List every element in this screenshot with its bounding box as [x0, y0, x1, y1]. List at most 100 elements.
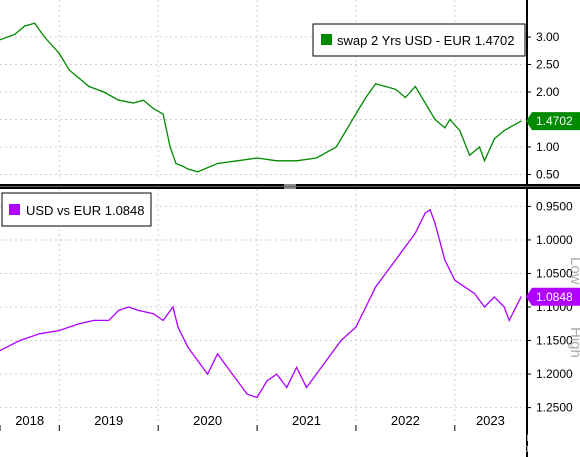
- top-ytick-label: 3.00: [536, 30, 560, 44]
- bottom-ytick-label: 1.2000: [536, 367, 573, 381]
- top-y-axis-area: [528, 0, 580, 184]
- bottom-data-point: [127, 306, 130, 308]
- top-last-value: 1.4702: [536, 114, 573, 128]
- bottom-data-point: [375, 286, 377, 288]
- top-data-point: [296, 160, 298, 162]
- bottom-ytick-label: 1.1500: [536, 334, 573, 348]
- top-data-point: [483, 160, 486, 162]
- bottom-data-point: [286, 386, 288, 389]
- top-data-point: [414, 85, 416, 88]
- bottom-data-point: [305, 386, 308, 389]
- top-data-point: [118, 99, 120, 101]
- top-data-point: [236, 160, 238, 162]
- top-data-point: [175, 162, 177, 165]
- bottom-data-point: [216, 353, 219, 355]
- bottom-data-point: [137, 309, 140, 311]
- bottom-data-point: [503, 306, 505, 308]
- low-side-label: Low: [567, 257, 580, 285]
- bottom-plot-area: [0, 189, 526, 425]
- bottom-y-axis-area: [528, 189, 580, 425]
- bottom-data-point: [58, 329, 60, 332]
- bottom-ytick-label: 1.0000: [536, 233, 573, 247]
- top-last-value-tag: 1.4702: [526, 112, 580, 131]
- bottom-data-point: [493, 296, 495, 298]
- top-data-point: [385, 85, 387, 88]
- bottom-data-point: [414, 232, 416, 234]
- bottom-data-point: [276, 373, 278, 375]
- top-data-point: [444, 127, 446, 129]
- top-data-point: [335, 146, 337, 148]
- axis-ticks: 3.002.502.001.501.000.500.95001.00001.05…: [0, 30, 573, 431]
- top-data-point: [434, 118, 436, 121]
- bottom-ytick-label: 1.0500: [536, 266, 573, 280]
- bottom-data-point: [444, 259, 446, 261]
- bottom-data-point: [424, 212, 426, 214]
- x-axis-corner: [528, 425, 580, 457]
- top-data-point: [103, 91, 105, 93]
- bottom-legend: USD vs EUR 1.0848: [1, 192, 152, 227]
- top-data-point: [182, 165, 184, 167]
- bottom-data-point: [172, 306, 174, 308]
- top-data-point: [43, 36, 46, 38]
- bottom-data-point: [207, 373, 209, 375]
- top-legend: swap 2 Yrs USD - EUR 1.4702: [312, 23, 526, 57]
- top-legend-label: swap 2 Yrs USD - EUR 1.4702: [337, 33, 515, 48]
- bottom-last-value: 1.0848: [536, 290, 573, 304]
- bottom-data-point: [340, 339, 342, 342]
- bottom-data-point: [508, 319, 510, 322]
- bottom-legend-swatch: [9, 204, 20, 215]
- bottom-data-point: [464, 286, 466, 288]
- bottom-data-point: [187, 346, 189, 348]
- top-ytick-label: 2.50: [536, 58, 560, 72]
- xtick-label: 2019: [94, 413, 123, 428]
- bottom-data-point: [162, 319, 164, 322]
- bottom-data-point: [197, 360, 199, 362]
- bottom-data-point: [19, 339, 21, 342]
- bottom-data-point: [355, 326, 357, 328]
- top-data-point: [68, 69, 70, 71]
- bottom-data-point: [236, 380, 238, 382]
- bottom-data-point: [404, 246, 406, 248]
- top-data-point: [375, 83, 377, 85]
- top-data-point: [34, 22, 36, 24]
- xtick-label: 2022: [391, 413, 420, 428]
- top-data-point: [88, 85, 90, 88]
- bottom-data-point: [434, 222, 436, 224]
- top-data-point: [404, 96, 406, 99]
- top-data-point: [424, 102, 426, 104]
- top-data-point: [459, 129, 461, 132]
- bottom-data-point: [152, 313, 154, 315]
- footer-timestamp: 01-Sep-2023 10:27:52: [486, 444, 576, 454]
- top-data-point: [132, 102, 135, 104]
- top-data-point: [365, 96, 367, 99]
- bottom-ytick-label: 0.9500: [536, 199, 573, 213]
- top-data-point: [256, 157, 258, 159]
- top-data-point: [469, 154, 471, 156]
- bottom-data-point: [429, 209, 431, 211]
- top-data-point: [58, 52, 60, 55]
- top-data-point: [216, 162, 219, 165]
- top-data-point: [276, 160, 278, 162]
- bottom-data-point: [520, 296, 522, 298]
- top-data-point: [14, 33, 16, 35]
- footer-description: USSW2 Curncy (USD SWAP SEMI 30/360 2YR) …: [4, 433, 379, 443]
- top-legend-swatch: [321, 34, 332, 45]
- top-data-point: [162, 113, 164, 115]
- bottom-data-point: [246, 393, 248, 395]
- xtick-label: 2020: [193, 413, 222, 428]
- bottom-legend-label: USD vs EUR 1.0848: [26, 203, 145, 218]
- xtick-label: 2018: [15, 413, 44, 428]
- bottom-data-point: [365, 306, 367, 308]
- top-ytick-label: 0.50: [536, 168, 560, 182]
- bottom-data-point: [385, 272, 387, 275]
- bottom-data-point: [78, 323, 80, 325]
- bottom-ytick-label: 1.2500: [536, 401, 573, 415]
- top-data-point: [478, 146, 481, 148]
- top-data-point: [449, 118, 451, 121]
- top-data-point: [24, 25, 26, 27]
- top-data-point: [169, 146, 171, 148]
- bottom-data-point: [93, 319, 95, 322]
- bottom-data-point: [296, 366, 298, 368]
- high-side-label: High: [567, 327, 580, 358]
